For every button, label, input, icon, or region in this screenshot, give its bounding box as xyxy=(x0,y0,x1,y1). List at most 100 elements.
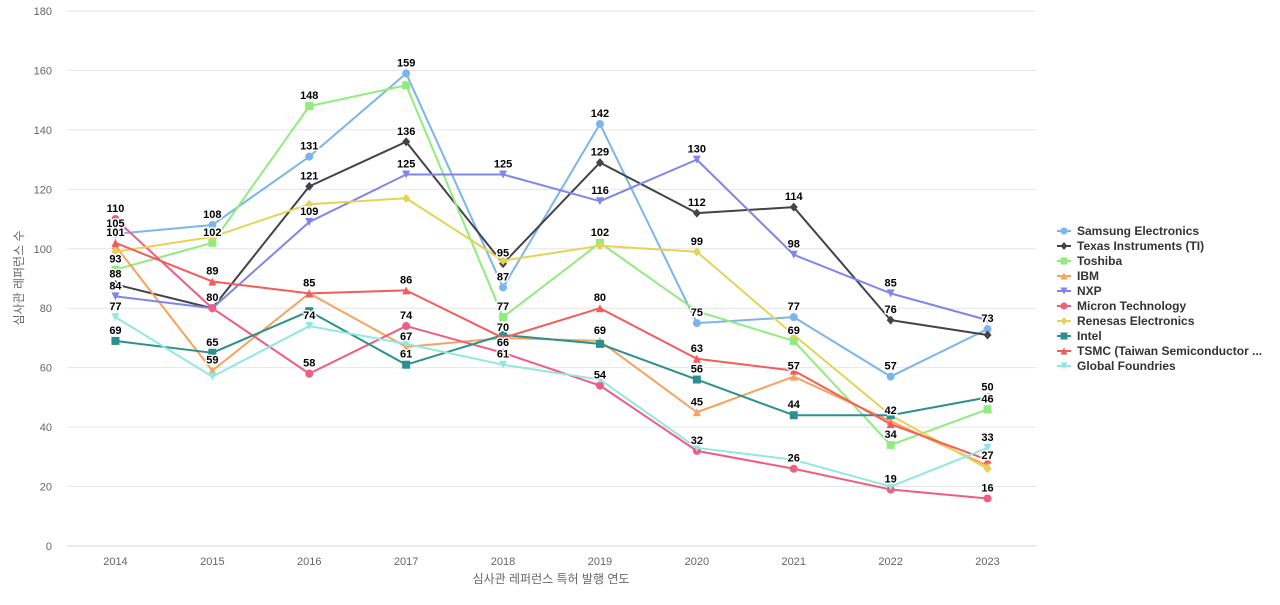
data-point[interactable] xyxy=(111,313,120,322)
data-point[interactable] xyxy=(789,313,798,322)
legend-item-ibm[interactable]: IBM xyxy=(1057,269,1099,283)
data-point[interactable] xyxy=(983,494,992,503)
data-point[interactable] xyxy=(402,81,411,90)
data-point[interactable] xyxy=(111,292,120,301)
data-point[interactable] xyxy=(595,158,604,168)
data-point[interactable] xyxy=(305,307,314,316)
data-point[interactable] xyxy=(305,102,314,111)
series-nxp[interactable] xyxy=(111,155,992,325)
series-intel[interactable] xyxy=(111,307,992,420)
data-point[interactable] xyxy=(692,408,701,417)
data-point[interactable] xyxy=(692,307,701,316)
data-point[interactable] xyxy=(208,221,217,229)
data-point[interactable] xyxy=(595,381,604,390)
data-point[interactable] xyxy=(208,304,217,313)
legend-item-samsung-electronics[interactable]: Samsung Electronics xyxy=(1057,224,1199,238)
data-point[interactable] xyxy=(111,247,120,257)
data-point[interactable] xyxy=(208,232,217,242)
data-point[interactable] xyxy=(402,322,411,331)
data-point[interactable] xyxy=(983,455,992,464)
data-point[interactable] xyxy=(595,304,604,313)
data-point[interactable] xyxy=(983,316,992,325)
data-point[interactable] xyxy=(111,238,120,247)
data-point[interactable] xyxy=(983,464,992,474)
series-line[interactable] xyxy=(114,218,988,500)
data-point[interactable] xyxy=(983,325,992,334)
data-point[interactable] xyxy=(402,360,411,369)
series-ibm[interactable] xyxy=(111,241,992,470)
series-line[interactable] xyxy=(115,310,988,417)
data-point[interactable] xyxy=(595,339,604,348)
data-point[interactable] xyxy=(692,208,701,218)
data-point[interactable] xyxy=(692,375,701,384)
data-point[interactable] xyxy=(595,241,604,251)
data-point[interactable] xyxy=(983,443,992,452)
data-point[interactable] xyxy=(111,279,120,289)
data-point[interactable] xyxy=(111,265,120,274)
legend-item-global-foundries[interactable]: Global Foundries xyxy=(1057,359,1176,373)
data-point[interactable] xyxy=(499,313,508,322)
data-point[interactable] xyxy=(983,405,992,414)
series-line[interactable] xyxy=(115,158,988,322)
series-line[interactable] xyxy=(115,140,988,336)
data-point[interactable] xyxy=(789,330,798,340)
series-line[interactable] xyxy=(114,316,988,488)
series-global-foundries[interactable] xyxy=(111,313,992,491)
data-point[interactable] xyxy=(886,420,895,429)
series-tsmc-taiwan-semiconductor[interactable] xyxy=(111,238,992,464)
data-point[interactable] xyxy=(402,170,411,179)
data-point[interactable] xyxy=(402,339,411,348)
data-point[interactable] xyxy=(692,319,701,328)
data-point[interactable] xyxy=(789,464,798,473)
data-point[interactable] xyxy=(692,354,701,363)
series-line[interactable] xyxy=(115,241,988,461)
series-texas-instruments-ti[interactable] xyxy=(111,137,992,340)
data-point[interactable] xyxy=(886,372,895,381)
data-point[interactable] xyxy=(305,218,314,227)
series-line[interactable] xyxy=(115,84,988,446)
data-point[interactable] xyxy=(789,366,798,375)
data-point[interactable] xyxy=(402,137,411,147)
data-point[interactable] xyxy=(595,197,604,206)
data-point[interactable] xyxy=(305,369,314,378)
data-point[interactable] xyxy=(305,322,314,331)
data-point[interactable] xyxy=(499,256,508,266)
data-point[interactable] xyxy=(983,393,992,402)
data-point[interactable] xyxy=(499,360,508,369)
data-point[interactable] xyxy=(789,411,798,420)
data-point[interactable] xyxy=(886,315,895,325)
series-line[interactable] xyxy=(115,197,989,470)
series-samsung-electronics[interactable] xyxy=(111,69,992,381)
data-point[interactable] xyxy=(305,152,314,161)
data-point[interactable] xyxy=(305,199,314,209)
data-point[interactable] xyxy=(789,336,798,345)
data-point[interactable] xyxy=(402,286,411,295)
data-point[interactable] xyxy=(886,482,895,491)
data-point[interactable] xyxy=(789,250,798,259)
data-point[interactable] xyxy=(983,330,992,340)
legend-item-micron-technology[interactable]: Micron Technology xyxy=(1057,299,1186,313)
data-point[interactable] xyxy=(208,348,217,357)
data-point[interactable] xyxy=(305,181,314,191)
data-point[interactable] xyxy=(402,193,411,203)
series-line[interactable] xyxy=(115,72,988,378)
data-point[interactable] xyxy=(499,348,508,357)
data-point[interactable] xyxy=(402,69,411,78)
data-point[interactable] xyxy=(208,372,217,381)
data-point[interactable] xyxy=(111,215,120,224)
legend-item-texas-instruments-ti[interactable]: Texas Instruments (TI) xyxy=(1057,239,1204,253)
legend-item-toshiba[interactable]: Toshiba xyxy=(1057,254,1122,268)
data-point[interactable] xyxy=(499,170,508,179)
data-point[interactable] xyxy=(111,336,120,345)
data-point[interactable] xyxy=(595,119,604,128)
legend-item-renesas-electronics[interactable]: Renesas Electronics xyxy=(1057,314,1195,328)
series-toshiba[interactable] xyxy=(111,81,992,449)
data-point[interactable] xyxy=(305,289,314,298)
data-point[interactable] xyxy=(499,283,508,292)
legend-item-tsmc-taiwan-semiconductor[interactable]: TSMC (Taiwan Semiconductor ... xyxy=(1057,344,1262,358)
legend-item-nxp[interactable]: NXP xyxy=(1057,284,1102,298)
data-point[interactable] xyxy=(692,443,701,452)
data-point[interactable] xyxy=(886,411,895,420)
legend-item-intel[interactable]: Intel xyxy=(1057,329,1102,343)
data-point[interactable] xyxy=(789,202,798,212)
